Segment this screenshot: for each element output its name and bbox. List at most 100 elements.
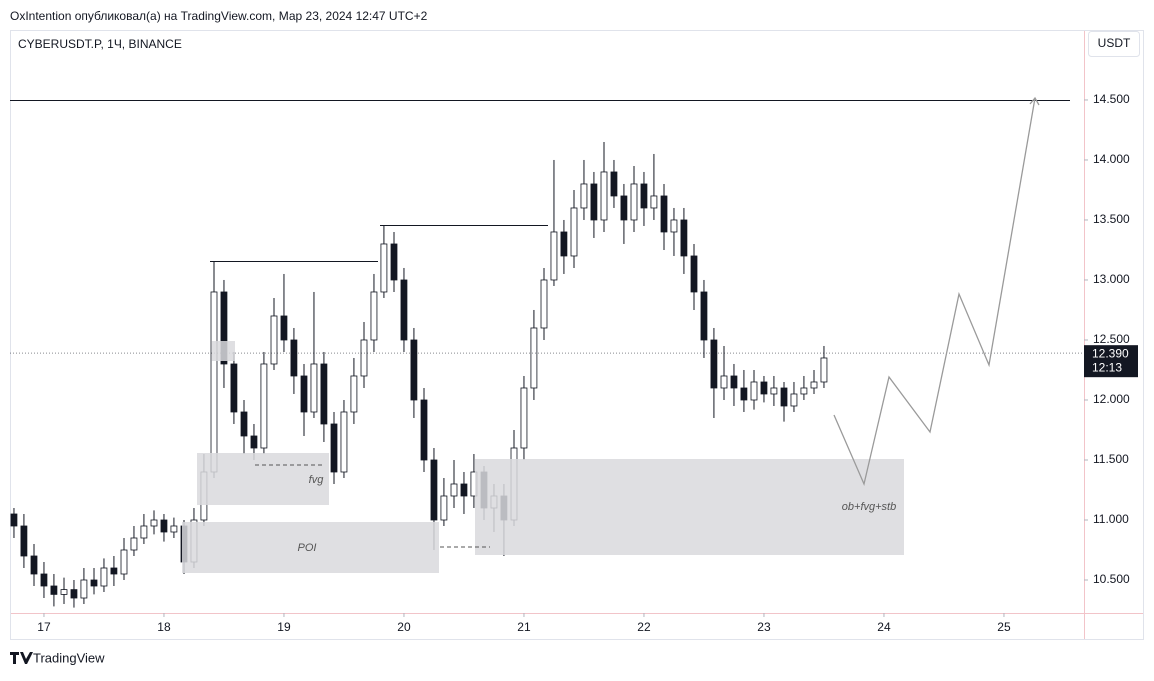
y-tick-label: 10.500: [1093, 572, 1130, 586]
candle-body: [800, 387, 808, 395]
y-tick-label: 11.000: [1093, 512, 1129, 526]
candle-body: [640, 183, 648, 209]
candle-body: [590, 183, 598, 221]
candle-body: [260, 363, 268, 449]
candle-body: [310, 363, 318, 413]
candle-body: [120, 549, 128, 575]
candle-body: [630, 183, 638, 221]
symbol-info: CYBERUSDT.P, 1Ч, BINANCE: [18, 37, 182, 51]
candle-body: [760, 381, 768, 395]
candle-body: [380, 243, 388, 293]
candle-body: [350, 375, 358, 413]
candle-body: [210, 291, 218, 473]
candle-body: [460, 483, 468, 497]
last-price-label: 12.390: [1092, 346, 1129, 360]
x-tick-label: 21: [517, 620, 531, 634]
candle-body: [450, 483, 458, 497]
candle-body: [650, 195, 658, 209]
candle-body: [230, 363, 238, 413]
candle-body: [410, 339, 418, 401]
candle-body: [170, 525, 178, 533]
x-tick-label: 19: [277, 620, 291, 634]
zone-label: fvg: [309, 474, 325, 486]
currency-label[interactable]: USDT: [1098, 36, 1131, 50]
candle-body: [80, 579, 88, 599]
candle-body: [710, 339, 718, 389]
candle-body: [290, 339, 298, 377]
x-tick-label: 22: [637, 620, 651, 634]
last-price-box: [1084, 345, 1138, 378]
candle-body: [60, 589, 68, 595]
small-zone: [212, 341, 235, 361]
poi-zone: [182, 522, 439, 573]
candle-body: [700, 291, 708, 341]
candle-body: [70, 589, 78, 599]
candle-body: [320, 363, 328, 425]
candle-body: [740, 387, 748, 401]
candle-body: [430, 459, 438, 521]
candle-body: [720, 375, 728, 389]
fvg-zone: [197, 453, 329, 505]
candle-body: [820, 357, 828, 383]
candle-body: [530, 327, 538, 389]
projection-path: [833, 97, 1036, 487]
y-tick-label: 13.000: [1093, 272, 1130, 286]
candle-body: [560, 231, 568, 257]
candle-body: [370, 291, 378, 341]
x-tick-label: 25: [997, 620, 1011, 634]
y-tick-label: 14.000: [1093, 152, 1130, 166]
logo-icon: [10, 652, 33, 664]
candle-body: [360, 339, 368, 377]
candle-body: [810, 381, 818, 389]
candle-body: [580, 183, 588, 209]
x-tick-label: 23: [757, 620, 771, 634]
candle-body: [520, 387, 528, 449]
y-tick-label: 14.500: [1093, 92, 1130, 106]
candle-body: [610, 171, 618, 197]
candle-body: [660, 195, 668, 233]
candle-body: [680, 219, 688, 257]
candle-body: [90, 579, 98, 587]
candle-body: [40, 573, 48, 587]
candle-body: [10, 513, 18, 527]
candle-body: [140, 525, 148, 539]
candle-body: [790, 393, 798, 407]
candle-body: [620, 195, 628, 221]
candle-body: [50, 585, 58, 595]
currency-button[interactable]: [1088, 31, 1140, 57]
x-tick-label: 17: [37, 620, 51, 634]
y-tick-label: 12.000: [1093, 392, 1130, 406]
candle-body: [600, 171, 608, 221]
candle-body: [100, 567, 108, 587]
y-tick-label: 12.500: [1093, 332, 1130, 346]
candle-body: [20, 525, 28, 557]
y-tick-label: 13.500: [1093, 212, 1130, 226]
candle-body: [130, 537, 138, 551]
candle-body: [440, 495, 448, 521]
candle-body: [570, 207, 578, 257]
candle-body: [280, 315, 288, 341]
publish-note: OxIntention опубликовал(а) на TradingVie…: [10, 9, 428, 23]
candle-body: [670, 219, 678, 233]
x-tick-label: 24: [877, 620, 891, 634]
candle-body: [770, 387, 778, 395]
x-tick-label: 20: [397, 620, 411, 634]
brand: TradingView: [33, 650, 105, 665]
zone-label: ob+fvg+stb: [842, 501, 896, 513]
candle-body: [300, 375, 308, 413]
candle-body: [400, 279, 408, 341]
countdown-label: 12:13: [1092, 360, 1122, 374]
x-tick-label: 18: [157, 620, 171, 634]
candle-body: [30, 555, 38, 575]
candle-body: [780, 387, 788, 407]
candle-body: [340, 411, 348, 473]
zone-label: POI: [298, 542, 317, 554]
candle-body: [540, 279, 548, 329]
ob-zone: [475, 459, 904, 555]
candle-body: [240, 411, 248, 437]
candle-body: [420, 399, 428, 461]
candle-body: [730, 375, 738, 389]
candle-body: [110, 567, 118, 575]
